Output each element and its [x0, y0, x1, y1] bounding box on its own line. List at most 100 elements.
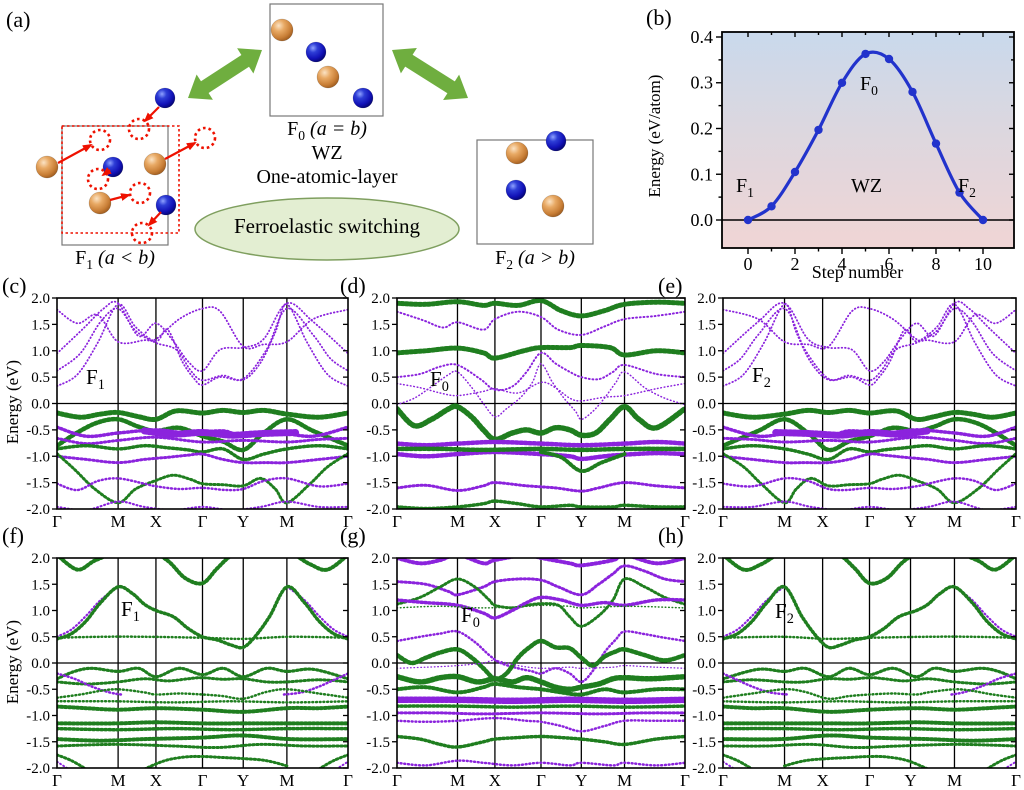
band-ytick-label: 0.0 — [371, 656, 390, 672]
kpoint-label: X — [150, 771, 162, 790]
band-ytick-label: 1.5 — [371, 317, 390, 333]
b-annotation-f1: F1 — [736, 175, 754, 200]
band-ytick-label: -1.0 — [692, 709, 716, 725]
band-path — [57, 704, 348, 714]
displacement-arrow — [143, 106, 160, 123]
f-yaxis-title: Energy (eV) — [3, 619, 23, 705]
band-path — [143, 754, 289, 768]
band-path — [397, 381, 685, 402]
band-path — [397, 711, 685, 716]
band-path — [57, 753, 88, 768]
f1-structure-label: F1 (a < b) — [75, 247, 155, 272]
band-ytick-label: 0.0 — [31, 656, 50, 672]
band-path — [57, 407, 348, 423]
band-path — [397, 564, 685, 597]
f2-unit-cell — [476, 139, 594, 245]
band-path — [57, 500, 348, 509]
band-path — [317, 753, 348, 768]
band-ytick-label: -1.5 — [26, 476, 50, 492]
band-path — [397, 310, 685, 336]
kpoint-label: Γ — [1011, 512, 1021, 531]
band-path — [57, 452, 348, 505]
b-xtick-label: 4 — [838, 254, 847, 274]
panel-letter-d: (d) — [340, 273, 366, 298]
panel-letter-c: (c) — [2, 273, 27, 298]
kpoint-label: M — [617, 512, 632, 531]
band-path — [57, 676, 348, 686]
target-site-circle — [127, 117, 151, 141]
band-clip-group — [57, 298, 348, 509]
panel-h-bands: 2.01.51.00.50.0-0.5-1.0-1.5-2.0Γ M X Γ Y M Γ — [692, 551, 1021, 790]
kpoint-label: Y — [904, 512, 916, 531]
band-ytick-label: -0.5 — [692, 423, 716, 439]
band-path — [57, 476, 348, 492]
band-ytick-label: -1.5 — [366, 735, 390, 751]
b-annotation-wz: WZ — [851, 175, 883, 197]
panel-f-bands: 2.01.51.00.50.0-0.5-1.0-1.5-2.0Γ M X Γ Y M Γ — [26, 551, 353, 790]
target-site-circle — [130, 221, 154, 245]
kpoint-label: Y — [904, 771, 916, 790]
band-path — [57, 635, 348, 641]
band-path — [723, 753, 754, 768]
f0-structure-label: F0 (a = b) — [287, 118, 367, 143]
band-path — [397, 446, 685, 453]
band-ytick-label: -2.0 — [26, 502, 50, 518]
band-ytick-label: -2.0 — [366, 502, 390, 518]
cation-atom — [316, 65, 340, 89]
band-ytick-label: 1.5 — [31, 577, 50, 593]
band-path — [950, 672, 1016, 696]
band-ytick-label: 0.0 — [371, 397, 390, 413]
panel-a-diagram — [35, 3, 594, 261]
band-path — [397, 298, 685, 319]
band-path — [397, 342, 685, 361]
band-ytick-label: 1.0 — [371, 344, 390, 360]
band-ytick-label: 1.5 — [697, 577, 716, 593]
target-site-circle — [193, 126, 217, 150]
kpoint-label: Γ — [52, 512, 62, 531]
displacement-arrow — [57, 144, 93, 164]
kpoint-label: Y — [237, 771, 249, 790]
band-clip-group — [723, 298, 1016, 509]
band-ytick-label: 0.0 — [31, 397, 50, 413]
b-ytick-label: 0.1 — [691, 164, 714, 184]
kpoint-label: Γ — [718, 512, 728, 531]
panel-d-bands: 2.01.51.00.50.0-0.5-1.0-1.5-2.0Γ M X Γ Y M Γ — [366, 291, 690, 531]
band-path — [397, 716, 685, 733]
band-path — [57, 558, 348, 586]
band-ytick-label: 2.0 — [31, 551, 50, 567]
panel-b-chart: 0 2 4 6 8 10 0.0 0.1 0.2 0.3 0.4 — [691, 27, 1015, 274]
kpoint-label: X — [489, 512, 501, 531]
kpoint-label: M — [279, 771, 294, 790]
band-ytick-label: 1.5 — [31, 317, 50, 333]
kpoint-label: Γ — [536, 512, 546, 531]
band-path — [57, 443, 348, 462]
panel-g-bands: 2.01.51.00.50.0-0.5-1.0-1.5-2.0Γ M X Γ Y M Γ — [366, 551, 690, 790]
b-data-marker — [790, 167, 800, 177]
panel-f-state-label: F1 — [121, 597, 140, 626]
band-ytick-label: -1.5 — [692, 476, 716, 492]
target-site-circle — [128, 181, 152, 205]
band-path — [723, 425, 1016, 439]
band-clip-group — [397, 558, 685, 768]
b-xaxis-title: Step number — [811, 262, 904, 282]
kpoint-label: Γ — [865, 771, 875, 790]
band-path — [57, 300, 348, 373]
kpoint-label: X — [150, 512, 162, 531]
anion-atom — [305, 41, 327, 63]
band-ytick-label: 0.5 — [697, 630, 716, 646]
band-path — [723, 726, 1016, 732]
band-ytick-label: 0.5 — [371, 370, 390, 386]
kpoint-label: M — [947, 771, 962, 790]
cation-atom — [505, 141, 529, 165]
band-path — [723, 585, 786, 638]
band-ytick-label: 2.0 — [697, 291, 716, 307]
b-xtick-label: 2 — [791, 254, 800, 274]
kpoint-label: M — [947, 512, 962, 531]
band-path — [723, 700, 1016, 704]
band-path — [723, 676, 1016, 686]
kpoint-label: Γ — [1011, 771, 1021, 790]
kpoint-label: X — [816, 771, 828, 790]
cation-atom — [270, 18, 294, 42]
b-ytick-label: 0.2 — [691, 119, 714, 139]
band-path — [57, 742, 348, 750]
